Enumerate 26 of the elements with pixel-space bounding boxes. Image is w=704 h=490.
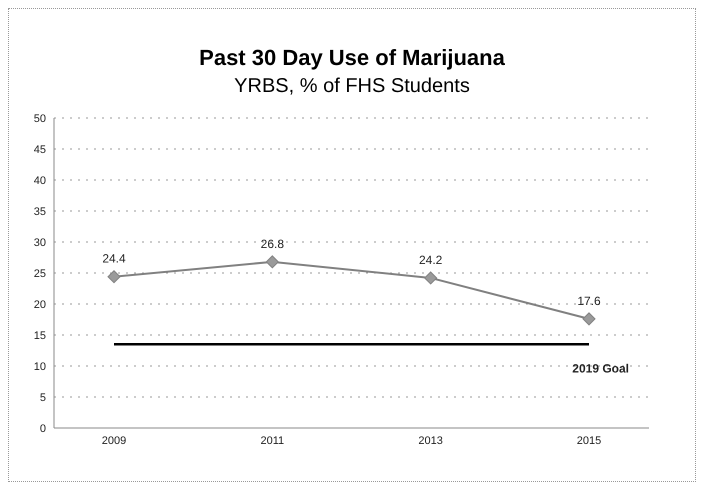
y-tick-label: 45 (34, 144, 46, 156)
y-tick-label: 20 (34, 298, 46, 311)
point (108, 270, 120, 284)
y-tick-label: 50 (34, 112, 46, 125)
chart-title: Past 30 Day Use of Marijuana (198, 45, 506, 71)
y-tick-label: 5 (40, 392, 46, 404)
data-label: 24.2 (418, 252, 443, 267)
y-tick-label: 10 (34, 360, 46, 373)
x-tick-label: 2009 (102, 434, 126, 447)
x-tick-label: 2013 (418, 434, 443, 447)
point (424, 271, 438, 284)
data-label: 17.6 (577, 294, 601, 308)
point (582, 312, 596, 326)
data-label: 24.4 (102, 252, 126, 266)
point (266, 255, 279, 268)
y-tick-label: 25 (34, 268, 46, 280)
series-label: 2019 Goal (572, 361, 629, 376)
y-tick-label: 40 (34, 174, 46, 187)
data-label: 26.8 (260, 236, 284, 251)
y-tick-label: 0 (40, 422, 46, 435)
y-tick-label: 15 (34, 330, 46, 342)
y-tick-label: 35 (34, 206, 46, 218)
y-tick-label: 30 (34, 236, 46, 249)
x-tick-label: 2015 (576, 434, 602, 447)
x-tick-label: 2011 (260, 434, 284, 447)
chart-subtitle: YRBS, % of FHS Students (233, 75, 471, 98)
